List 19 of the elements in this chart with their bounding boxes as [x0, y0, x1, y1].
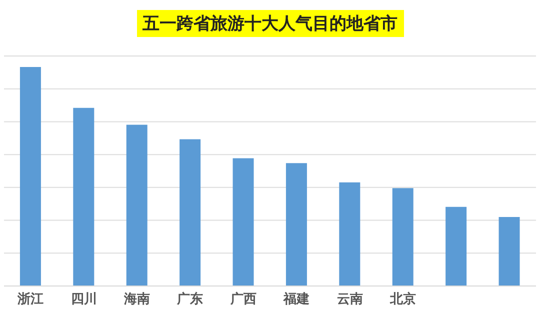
- x-tick-label: 广东: [176, 291, 204, 308]
- x-tick-label: 广西: [229, 291, 256, 308]
- bar: [126, 124, 148, 286]
- x-tick-label: 四川: [70, 292, 97, 308]
- chart-title: 五一跨省旅游十大人气目的地省市: [136, 10, 404, 36]
- bar: [73, 108, 94, 286]
- x-tick-label: 云南: [336, 292, 363, 308]
- x-tick-label: 福建: [282, 291, 310, 308]
- bar: [446, 206, 467, 286]
- x-tick-label: 北京: [389, 291, 416, 308]
- x-tick-label: 浙江: [16, 292, 44, 308]
- bar: [286, 163, 307, 286]
- bar: [20, 66, 41, 286]
- bar: [339, 182, 360, 286]
- bar: [392, 188, 414, 286]
- bar: [180, 139, 201, 286]
- bar: [232, 158, 254, 286]
- bar: [498, 217, 520, 286]
- x-tick-label: 海南: [123, 292, 150, 308]
